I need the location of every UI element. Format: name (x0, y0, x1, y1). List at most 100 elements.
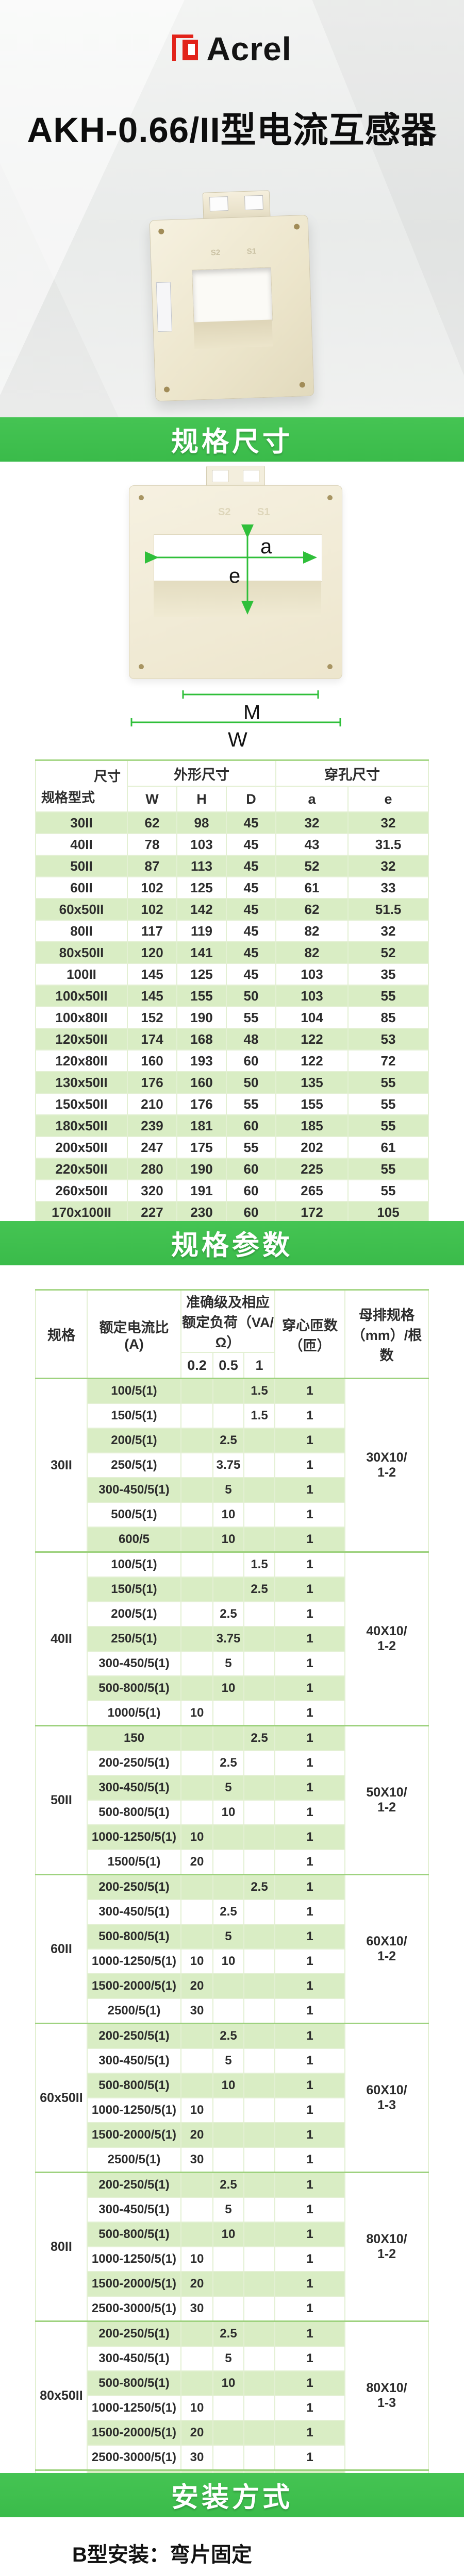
table-cell: 60x50II (35, 898, 128, 921)
spec-cell-30II: 30II (35, 1378, 88, 1553)
busbar-cell: 100X10/ 1-2 (344, 2469, 429, 2473)
table-cell: 40II (35, 833, 128, 856)
table-cell: 82 (275, 920, 349, 942)
table-cell: 1.5 (243, 1378, 276, 1404)
table-cell: 150x50II (35, 1093, 128, 1115)
table-cell: 10 (212, 1948, 244, 1974)
table-cell (243, 2246, 276, 2272)
table-cell: 103 (275, 963, 349, 986)
table-cell (212, 1403, 244, 1429)
dim-row-60x50II: 60x50II 102 142 45 62 51.5 (35, 898, 429, 921)
table-cell (243, 1527, 276, 1553)
table-cell: 155 (176, 985, 227, 1007)
b-type-title: B型安装：弯片固定 (72, 2544, 252, 2566)
table-cell: 280 (126, 1158, 177, 1180)
table-cell: 10 (212, 1800, 244, 1825)
table-cell (180, 1551, 213, 1578)
dim-row-180x50II: 180x50II 239 181 60 185 55 (35, 1114, 429, 1137)
label-w: W (228, 728, 247, 750)
table-cell: 145 (126, 963, 177, 986)
table-cell: 45 (225, 833, 277, 856)
table-cell: 260x50II (35, 1179, 128, 1202)
label-sticker (156, 282, 173, 332)
table-cell: 10 (212, 1675, 244, 1701)
dim-row-100x50II: 100x50II 145 155 50 103 55 (35, 985, 429, 1007)
table-cell: 3.75 (212, 1452, 244, 1478)
table-cell: 55 (347, 1093, 429, 1115)
table-cell: 72 (347, 1049, 429, 1072)
parameter-table: 规格 额定电流比 (A) 准确级及相应额定负荷（VA/Ω） 穿心匝数 （匝） 母… (35, 1289, 429, 2473)
table-subheader-row: 0.2 0.5 1 (36, 1352, 428, 1379)
table-cell: 1 (274, 1948, 346, 1974)
table-cell: 300-450/5(1) (86, 2346, 181, 2371)
table-cell: 1 (274, 2370, 346, 2396)
table-cell: 1 (274, 2097, 346, 2123)
dim-row-30II: 30II 62 98 45 32 32 (35, 811, 429, 834)
table-cell: 202 (275, 1136, 349, 1159)
table-cell: 80II (35, 920, 128, 942)
busbar-cell: 60X10/ 1-3 (344, 2023, 429, 2173)
table-cell (180, 1750, 213, 1776)
table-cell: 1500-2000/5(1) (86, 1973, 181, 1999)
param-row: 200/5(1) 2.5 1 (36, 1428, 428, 1453)
table-cell: 10 (212, 2370, 244, 2396)
table-header-row: 尺寸 规格型式 外形尺寸 穿孔尺寸 (35, 759, 429, 812)
table-cell: 125 (176, 876, 227, 899)
brand-name: Acrel (206, 30, 292, 67)
table-cell (180, 1626, 213, 1652)
table-cell: 1 (274, 1551, 346, 1578)
table-cell: 30 (180, 2147, 213, 2173)
table-cell (180, 2048, 213, 2074)
table-cell (243, 2073, 276, 2098)
table-cell: 55 (347, 1179, 429, 1202)
table-cell: 45 (225, 963, 277, 986)
spec-cell-60x50II: 60x50II (35, 2023, 88, 2173)
table-cell (243, 1775, 276, 1801)
table-cell: 135 (275, 1071, 349, 1094)
param-row: 250/5(1) 3.75 1 (36, 1452, 428, 1478)
dim-row-130x50II: 130x50II 176 160 50 135 55 (35, 1071, 429, 1094)
table-cell: 300-450/5(1) (86, 1651, 181, 1676)
table-cell (180, 1403, 213, 1429)
table-cell: 119 (176, 920, 227, 942)
param-row: 150/5(1) 2.5 1 (36, 1577, 428, 1602)
table-cell: 52 (275, 855, 349, 877)
table-cell: 55 (347, 1158, 429, 1180)
installation-section: B型安装：弯片固定 (0, 2517, 464, 2576)
table-cell: 1 (274, 2296, 346, 2322)
param-row: 1000-1250/5(1) 10 1 (36, 2097, 428, 2123)
table-cell: 2500-3000/5(1) (86, 2445, 181, 2471)
table-cell: 230 (176, 1201, 227, 1221)
table-cell: 1 (274, 1700, 346, 1726)
corner-cell: 尺寸 规格型式 (35, 759, 128, 812)
table-cell: 1 (274, 2048, 346, 2074)
table-cell: 1 (274, 1626, 346, 1652)
table-cell: 500-800/5(1) (86, 2222, 181, 2247)
transformer-body: S2 S1 (149, 214, 314, 402)
table-cell (243, 2097, 276, 2123)
window-recess (154, 581, 321, 617)
busbar-cell: 80X10/ 1-2 (344, 2172, 429, 2322)
table-cell: 45 (225, 811, 277, 834)
table-cell: 62 (275, 898, 349, 921)
table-cell: 1 (274, 1824, 346, 1850)
table-cell (243, 2469, 276, 2473)
table-cell: 1 (274, 2073, 346, 2098)
table-cell (243, 2395, 276, 2421)
dim-row-40II: 40II 78 103 45 43 31.5 (35, 833, 429, 856)
table-cell: 1 (274, 2197, 346, 2223)
table-cell: 10 (180, 2395, 213, 2421)
table-cell: 181 (176, 1114, 227, 1137)
busbar-cell: 80X10/ 1-3 (344, 2320, 429, 2471)
table-cell (212, 1824, 244, 1850)
table-cell: 48 (225, 1028, 277, 1050)
table-cell: 227 (126, 1201, 177, 1221)
table-cell: 1 (274, 1899, 346, 1925)
table-cell: 300-450/5(1) (86, 1775, 181, 1801)
table-cell (243, 1750, 276, 1776)
table-cell (180, 2370, 213, 2396)
spec-cell-60II: 60II (35, 1874, 88, 2024)
table-cell (212, 1874, 244, 1900)
param-row: 150/5(1) 1.5 1 (36, 1403, 428, 1429)
table-cell: 61 (347, 1136, 429, 1159)
